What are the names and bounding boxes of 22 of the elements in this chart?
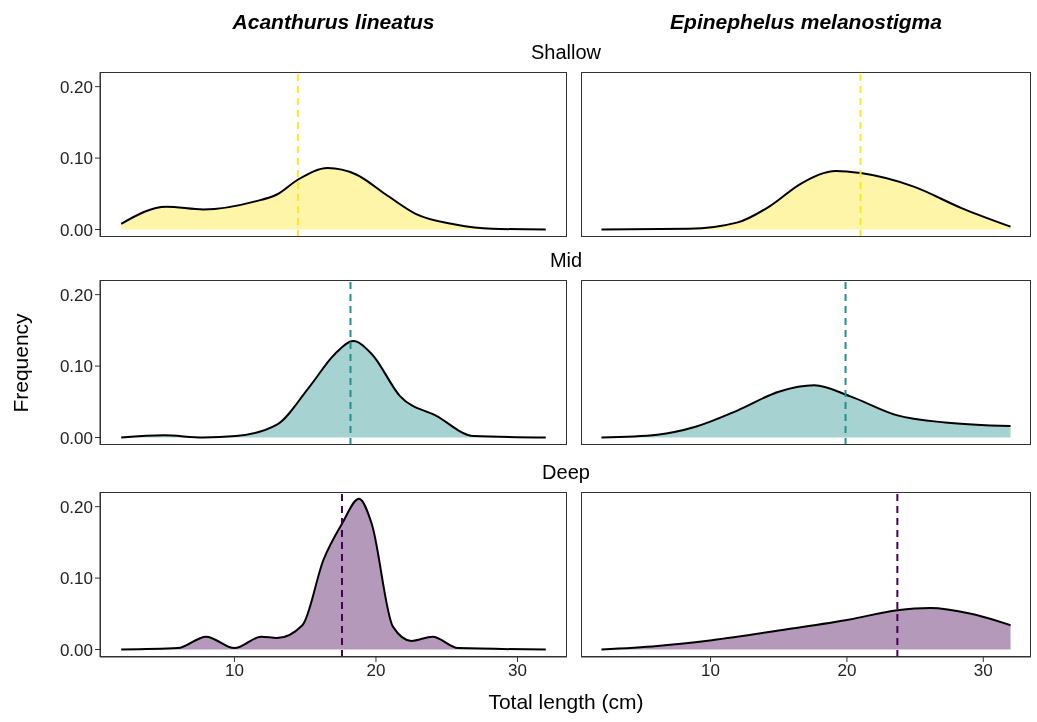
y-tick-label: 0.20	[59, 285, 93, 305]
x-tick-label: 30	[508, 661, 527, 681]
y-tick-label: 0.00	[59, 428, 93, 448]
x-tick-label: 10	[224, 661, 244, 681]
chart-subtitle: Deep	[541, 461, 591, 484]
chart-subtitle: Shallow	[529, 41, 602, 64]
x-tick-label: 20	[366, 661, 386, 681]
y-tick-label: 0.10	[59, 149, 93, 169]
x-tick-label: 20	[837, 661, 857, 681]
x-tick-label: 10	[701, 661, 721, 681]
x-axis-title: Total length (cm)	[487, 690, 645, 714]
y-tick-label: 0.20	[59, 77, 93, 97]
y-tick-label: 0.10	[59, 569, 93, 589]
chart-title: Epinephelus melanostigma	[669, 10, 943, 34]
chart-subtitle: Mid	[548, 249, 584, 272]
chart-title: Acanthurus lineatus	[231, 10, 436, 34]
y-tick-label: 0.10	[59, 357, 93, 377]
x-tick-label: 30	[973, 661, 993, 681]
y-tick-label: 0.00	[59, 640, 93, 660]
y-tick-label: 0.20	[59, 497, 93, 517]
y-axis-title: Frequency	[9, 311, 33, 415]
y-tick-label: 0.00	[59, 220, 93, 240]
